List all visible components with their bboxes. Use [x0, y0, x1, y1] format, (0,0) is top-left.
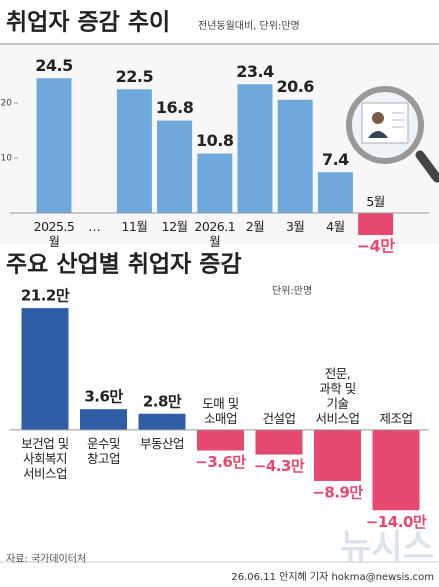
value-label: 22.5	[116, 67, 154, 86]
value-label: 10.8	[196, 131, 234, 150]
value-label: 3.6만	[84, 388, 123, 406]
x-tick-label: 5월	[366, 194, 385, 209]
x-tick-label: …	[88, 219, 101, 234]
value-label: 23.4	[236, 62, 274, 81]
source: 자료: 국가데이터처	[6, 553, 86, 565]
bar	[116, 89, 152, 213]
logo: 뉴시스	[340, 528, 434, 568]
bar	[255, 429, 303, 455]
y-tick-label: 20	[1, 99, 13, 109]
chart-title: 취업자 증감 추이	[6, 10, 170, 36]
value-label: −8.9만	[312, 483, 363, 501]
bar	[277, 99, 313, 213]
x-tick-label: 12월	[161, 219, 188, 234]
chart-title: 주요 산업별 취업자 증감	[6, 252, 242, 278]
bar	[358, 213, 394, 235]
magnifier	[346, 86, 439, 183]
value-label: −4.3만	[254, 457, 305, 475]
value-label: 7.4	[322, 150, 349, 169]
bar	[317, 172, 353, 213]
chart-subtitle: 단위:만명	[272, 284, 312, 297]
x-tick-label: 보건업 및 사회복지 서비스업	[21, 435, 69, 481]
value-label: −4만	[357, 237, 396, 256]
value-label: 24.5	[35, 56, 73, 75]
chart-subtitle: 전년동월대비, 단위:만명	[198, 19, 300, 32]
value-label: −3.6만	[195, 453, 246, 471]
value-label: −14.0만	[366, 513, 427, 531]
x-tick-label: 11월	[121, 219, 148, 234]
bar	[197, 429, 244, 451]
bar	[314, 429, 361, 481]
x-tick-label: 2025.5월	[33, 219, 75, 249]
x-tick-label: 전문, 과학 및 기술 서비스업	[315, 365, 360, 426]
x-tick-label: 운수및 창고업	[86, 435, 121, 466]
x-tick-label: 2월	[245, 219, 265, 234]
bar	[372, 429, 420, 511]
value-label: 16.8	[156, 98, 194, 117]
bar	[80, 409, 127, 430]
bar	[197, 153, 233, 213]
value-label: 21.2만	[21, 287, 70, 305]
value-label: 20.6	[276, 77, 314, 96]
bar	[36, 78, 72, 213]
credit: 26.06.11 안지혜 기자 hokma@newsis.com	[231, 571, 434, 583]
value-label: 2.8만	[143, 392, 182, 410]
x-tick-label: 부동산업	[139, 435, 185, 451]
bar	[237, 84, 273, 213]
x-tick-label: 4월	[326, 219, 345, 234]
bar	[21, 308, 69, 430]
x-tick-label: 건설업	[262, 410, 296, 426]
bar	[157, 120, 193, 213]
x-tick-label: 도매 및 소매업	[202, 395, 239, 426]
x-tick-label: 제조업	[379, 410, 413, 426]
bar	[138, 413, 186, 430]
y-tick-label: 10	[1, 154, 13, 164]
x-tick-label: 2026.1월	[194, 219, 236, 249]
x-tick-label: 3월	[285, 219, 305, 234]
